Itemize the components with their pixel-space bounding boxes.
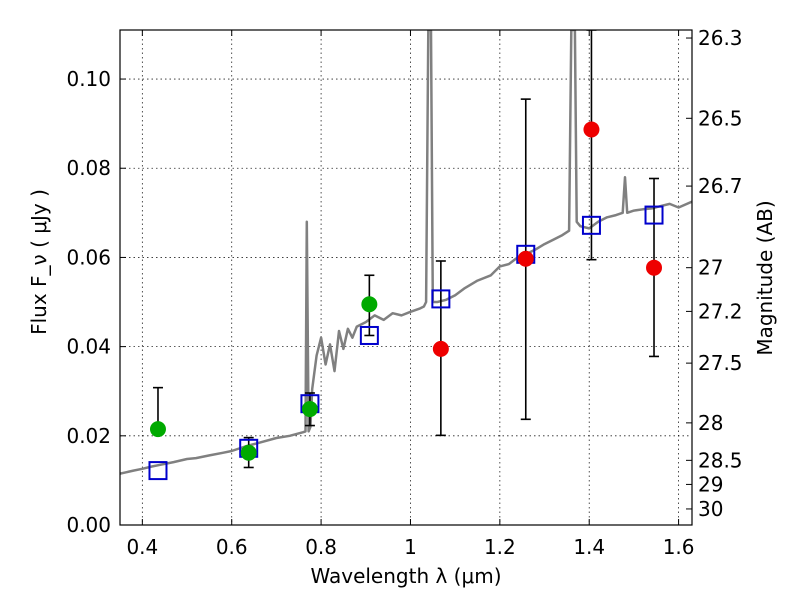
right-tick-label: 29 xyxy=(698,472,723,496)
x-tick-label: 1.4 xyxy=(573,535,605,559)
right-tick-label: 28.5 xyxy=(698,448,743,472)
right-axis-title-text: Magnitude (AB) xyxy=(753,200,777,355)
y-tick-label: 0.04 xyxy=(66,335,111,359)
detection-point xyxy=(361,296,378,313)
detection-point xyxy=(301,401,318,418)
right-axis-title: Magnitude (AB) xyxy=(753,200,777,355)
y-tick-label: 0.00 xyxy=(66,513,111,537)
model-spectrum-line xyxy=(120,30,692,475)
right-tick-label: 26.5 xyxy=(698,106,743,130)
y-tick-label: 0.08 xyxy=(66,156,111,180)
right-tick-label: 26.3 xyxy=(698,26,743,50)
x-tick-label: 0.8 xyxy=(305,535,337,559)
y-tick-label: 0.02 xyxy=(66,424,111,448)
x-tick-label: 1 xyxy=(404,535,417,559)
y-tick-label: 0.06 xyxy=(66,245,111,269)
model-square-point xyxy=(148,461,168,481)
model-square-point xyxy=(431,289,451,309)
grid xyxy=(120,30,692,526)
model-square-point xyxy=(359,325,379,345)
right-tick-label: 26.7 xyxy=(698,174,743,198)
right-tick-label: 28 xyxy=(698,411,723,435)
x-tick-label: 0.4 xyxy=(126,535,158,559)
y-tick-label: 0.10 xyxy=(66,67,111,91)
plot-frame xyxy=(119,29,693,526)
y-axis-title: Flux F_ν ( μJy ) xyxy=(27,189,51,335)
right-tick-label: 30 xyxy=(698,497,723,521)
right-tick-label: 27 xyxy=(698,256,723,280)
right-tick-label: 27.5 xyxy=(698,351,743,375)
detection-point xyxy=(149,421,166,438)
non-detection-point xyxy=(517,250,534,267)
plot-area xyxy=(120,30,692,481)
right-tick-label: 27.2 xyxy=(698,299,743,323)
ticks: 0.4 0.6 0.8 1 1.2 1.4 1.6 0.00 0.02 0.04 0.06 0.08 0… xyxy=(66,26,742,559)
model-square-point xyxy=(581,215,601,235)
y-axis-title-text: Flux F_ν ( μJy ) xyxy=(27,189,51,335)
non-detection-point xyxy=(583,121,600,138)
non-detection-point xyxy=(432,340,449,357)
x-tick-label: 0.6 xyxy=(216,535,248,559)
non-detection-point xyxy=(646,259,663,276)
model-square-point xyxy=(644,205,664,225)
detection-point xyxy=(240,444,257,461)
x-tick-label: 1.6 xyxy=(663,535,695,559)
x-axis-title: Wavelength λ (μm) xyxy=(310,564,501,588)
x-tick-label: 1.2 xyxy=(484,535,516,559)
